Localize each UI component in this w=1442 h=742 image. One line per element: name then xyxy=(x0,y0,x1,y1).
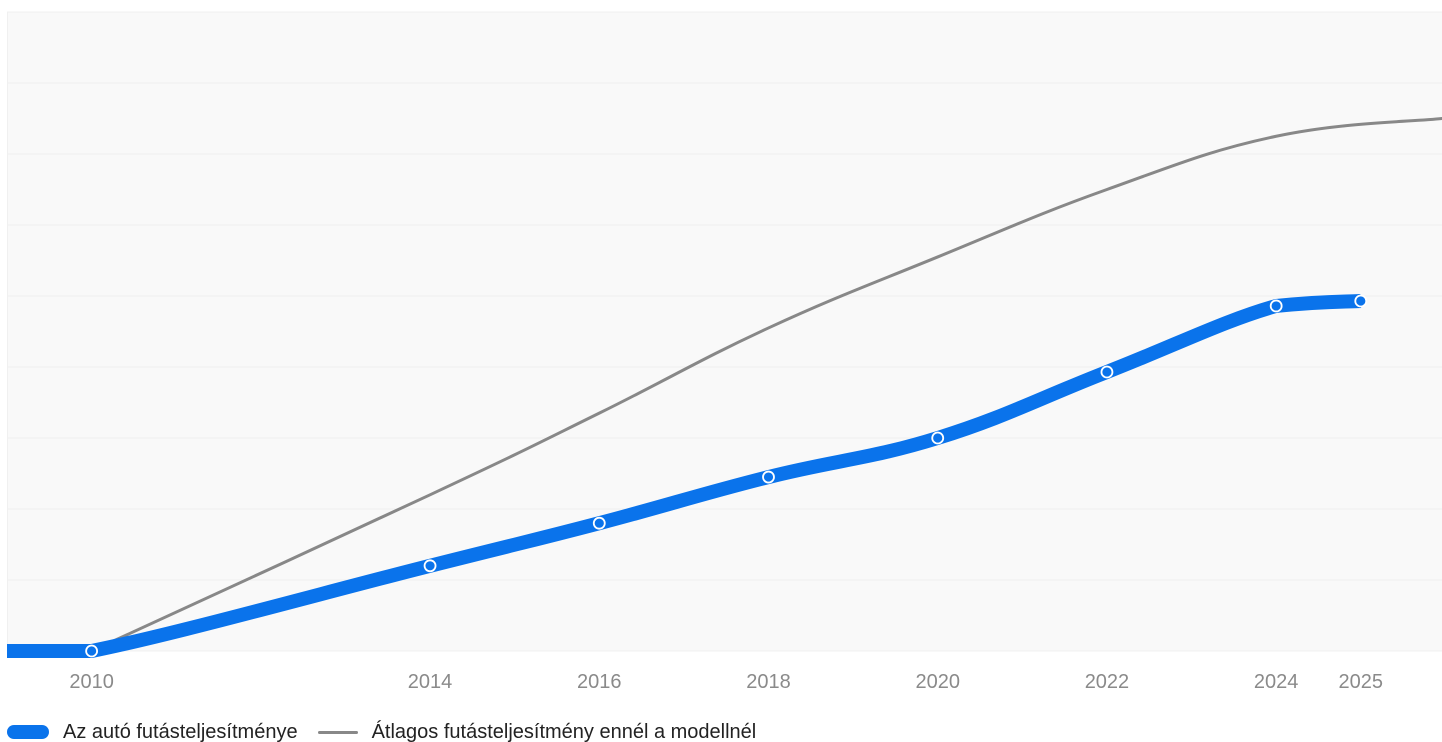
series-line-average-mileage xyxy=(90,117,1442,653)
x-tick-label-2014: 2014 xyxy=(408,671,453,693)
plot-background xyxy=(7,12,1442,651)
x-tick-label-2024: 2024 xyxy=(1254,671,1299,693)
legend-item-car-mileage[interactable]: Az autó futásteljesítménye xyxy=(7,721,298,742)
legend-label-average-mileage: Átlagos futásteljesítmény ennél a modell… xyxy=(371,720,757,742)
chart-legend: Az autó futásteljesítménye Átlagos futás… xyxy=(7,720,776,742)
x-tick-label-2020: 2020 xyxy=(915,671,960,693)
data-point-2018 xyxy=(762,470,775,484)
data-point-2020 xyxy=(931,431,945,445)
x-tick-label-2016: 2016 xyxy=(577,671,622,693)
legend-swatch-average-mileage xyxy=(317,730,358,734)
x-tick-label-2025: 2025 xyxy=(1339,671,1384,693)
x-tick-label-2010: 2010 xyxy=(69,671,114,693)
data-point-2010 xyxy=(85,644,99,658)
data-point-2022 xyxy=(1100,365,1114,379)
series-line-car-mileage xyxy=(6,293,1362,659)
legend-item-average-mileage[interactable]: Átlagos futásteljesítmény ennél a modell… xyxy=(317,720,757,742)
data-point-2025 xyxy=(1354,294,1368,308)
x-tick-label-2022: 2022 xyxy=(1085,671,1130,693)
x-tick-label-2018: 2018 xyxy=(746,671,791,693)
data-point-2016 xyxy=(592,516,606,530)
data-point-2014 xyxy=(423,559,437,573)
legend-label-car-mileage: Az autó futásteljesítménye xyxy=(63,720,298,742)
data-point-2024 xyxy=(1269,299,1283,313)
legend-swatch-car-mileage xyxy=(7,725,49,739)
